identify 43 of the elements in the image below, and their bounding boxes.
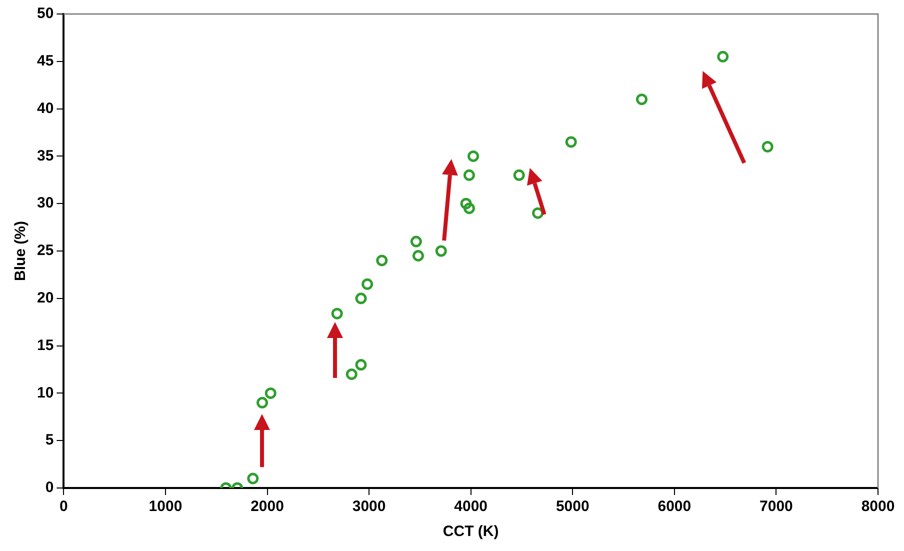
- x-tick-label: 8000: [861, 498, 895, 516]
- point: [463, 202, 475, 214]
- point: [565, 136, 577, 148]
- point: [435, 245, 447, 257]
- y-tick-label: 50: [36, 5, 54, 22]
- point: [460, 198, 472, 210]
- y-tick-label: 20: [36, 290, 54, 307]
- point: [362, 278, 374, 290]
- point: [355, 292, 367, 304]
- point: [355, 359, 367, 371]
- point: [264, 387, 276, 399]
- x-tick-label: 2000: [250, 498, 284, 516]
- y-tick-label: 10: [36, 384, 54, 402]
- y-tick-label: 30: [36, 194, 54, 212]
- x-tick-label: 3000: [352, 498, 386, 516]
- point: [346, 368, 358, 380]
- point: [468, 150, 480, 162]
- y-tick-label: 25: [36, 242, 54, 260]
- y-tick-label: 0: [45, 479, 54, 496]
- point: [636, 94, 648, 106]
- x-tick-label: 5000: [556, 498, 590, 516]
- y-tick-label: 15: [36, 336, 54, 354]
- point: [256, 396, 268, 408]
- y-axis-title: Blue (%): [12, 220, 30, 281]
- point: [410, 236, 422, 248]
- x-tick-label: 6000: [658, 498, 692, 516]
- point: [762, 140, 774, 152]
- y-tick-label: 45: [36, 52, 54, 70]
- x-tick-label: 0: [60, 498, 68, 516]
- point: [331, 308, 343, 320]
- y-tick-label: 40: [36, 100, 54, 117]
- y-tick-label: 5: [45, 432, 54, 449]
- point: [412, 250, 424, 262]
- point: [513, 169, 525, 181]
- point: [376, 254, 388, 266]
- point: [247, 472, 259, 484]
- x-tick-label: 7000: [760, 498, 793, 516]
- x-axis-title: CCT (K): [442, 523, 499, 540]
- x-tick-label: 1000: [148, 498, 182, 516]
- y-tick-label: 35: [36, 147, 54, 164]
- point: [717, 50, 729, 62]
- x-tick-label: 4000: [454, 498, 488, 516]
- point: [463, 169, 475, 181]
